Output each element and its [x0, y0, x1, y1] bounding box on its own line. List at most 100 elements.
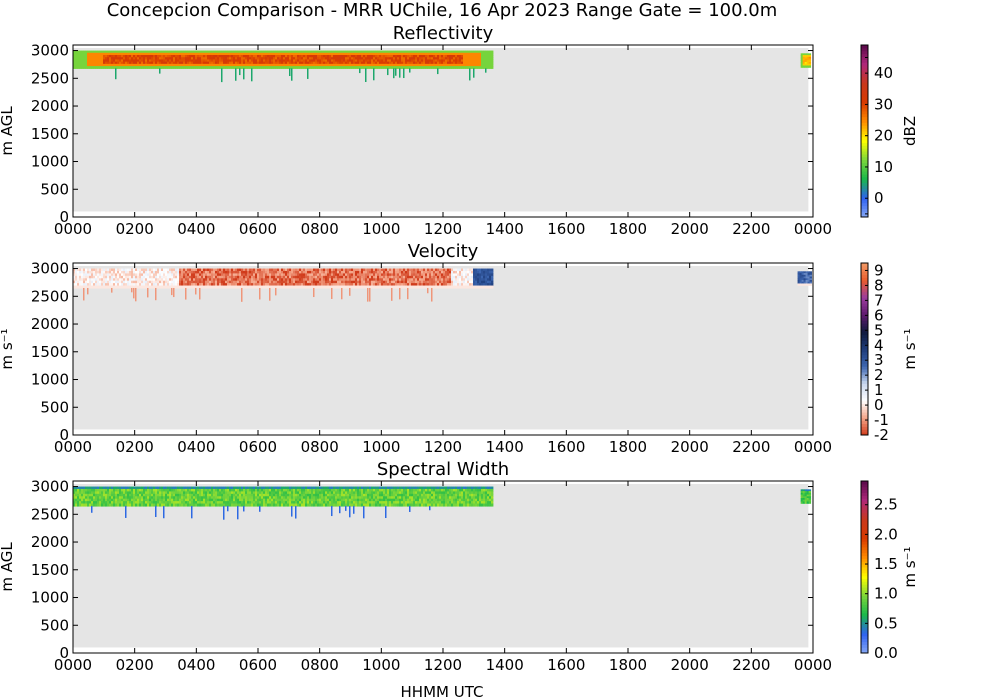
reflectivity-plot-area — [73, 45, 813, 217]
reflectivity-colorbar: 0 10 20 30 40 dBZ — [860, 44, 919, 218]
x-tick-label: 0000 — [54, 656, 92, 674]
y-tick-label: 1000 — [31, 153, 69, 171]
x-tick-label: 1400 — [486, 220, 524, 238]
x-tick-label: 0600 — [239, 438, 277, 456]
x-tick-label: 0800 — [301, 656, 339, 674]
x-tick-label: 1800 — [609, 656, 647, 674]
y-tick-label: 3000 — [31, 260, 69, 278]
velocity-echo-segment — [73, 268, 494, 302]
x-tick-label: 2000 — [671, 220, 709, 238]
reflectivity-echo-segment — [800, 53, 812, 68]
colorbar-tick-label: 40 — [874, 64, 893, 82]
colorbar-tick-label: 5 — [874, 321, 884, 339]
spectral-width-colorbar-label: m s⁻¹ — [901, 546, 919, 587]
y-tick-label: 2500 — [31, 69, 69, 87]
x-tick-label: 1600 — [547, 656, 585, 674]
x-tick-label: 2200 — [732, 656, 770, 674]
x-tick-label: 2000 — [671, 438, 709, 456]
x-tick-label: 1400 — [486, 656, 524, 674]
y-tick-label: 3000 — [31, 478, 69, 496]
x-tick-label: 0400 — [177, 438, 215, 456]
y-tick-label: 500 — [40, 616, 69, 634]
x-axis-label: HHMM UTC — [401, 683, 484, 700]
y-tick-label: 2500 — [31, 505, 69, 523]
x-tick-label: 0000 — [54, 438, 92, 456]
x-tick-label: 1200 — [424, 656, 462, 674]
x-tick-label: 0000 — [794, 656, 832, 674]
x-tick-label: 1600 — [547, 220, 585, 238]
x-tick-label: 0600 — [239, 220, 277, 238]
x-tick-label: 1400 — [486, 438, 524, 456]
x-tick-label: 0200 — [116, 220, 154, 238]
velocity-colorbar-frame — [860, 262, 869, 436]
colorbar-tick-label: 0.0 — [874, 644, 898, 662]
spectral-width-colorbar-frame — [860, 480, 869, 654]
y-tick-label: 2000 — [31, 533, 69, 551]
spectral-width-plot-area — [73, 481, 813, 653]
velocity-panel: Velocity 0000 0200 0400 0600 0800 1000 1200 1400… — [0, 241, 919, 456]
colorbar-tick-label: 1.0 — [874, 585, 898, 603]
velocity-title: Velocity — [408, 241, 479, 262]
spectral-width-y-axis: 0 500 1000 1500 2000 2500 3000 — [31, 478, 813, 662]
spectral-width-panel: Spectral Width 0000 0200 0400 0600 0800 1000 12… — [0, 459, 919, 674]
x-tick-label: 0000 — [54, 220, 92, 238]
y-tick-label: 1000 — [31, 589, 69, 607]
y-tick-label: 3000 — [31, 42, 69, 60]
colorbar-tick-label: 3 — [874, 351, 884, 369]
velocity-y-axis-label: m s⁻¹ — [0, 328, 16, 369]
colorbar-tick-label: 0.5 — [874, 614, 898, 632]
y-tick-label: 0 — [59, 208, 69, 226]
reflectivity-y-axis-label: m AGL — [0, 106, 16, 156]
colorbar-tick-label: 0 — [874, 396, 884, 414]
spectral-width-echo-segment — [73, 486, 494, 520]
x-tick-label: 0400 — [177, 220, 215, 238]
x-tick-label: 0000 — [794, 438, 832, 456]
x-tick-label: 0800 — [301, 438, 339, 456]
x-tick-label: 1200 — [424, 220, 462, 238]
colorbar-tick-label: -2 — [874, 426, 889, 444]
velocity-x-axis: 0000 0200 0400 0600 0800 1000 1200 1400 1600 1800… — [54, 263, 832, 456]
y-tick-label: 500 — [40, 398, 69, 416]
reflectivity-echo-segment — [73, 50, 494, 83]
colorbar-tick-label: 8 — [874, 276, 884, 294]
y-tick-label: 0 — [59, 644, 69, 662]
colorbar-tick-label: 9 — [874, 261, 884, 279]
colorbar-tick-label: 20 — [874, 127, 893, 145]
colorbar-tick-label: 1 — [874, 381, 884, 399]
velocity-no-data-region — [73, 266, 809, 430]
velocity-echo-segment — [797, 271, 812, 286]
x-tick-label: 2200 — [732, 220, 770, 238]
x-tick-label: 0200 — [116, 438, 154, 456]
velocity-y-axis: 0 500 1000 1500 2000 2500 3000 — [31, 260, 813, 444]
y-tick-label: 1500 — [31, 561, 69, 579]
colorbar-tick-label: 1.5 — [874, 555, 898, 573]
x-tick-label: 1800 — [609, 220, 647, 238]
x-tick-label: 1000 — [362, 656, 400, 674]
colorbar-tick-label: 2 — [874, 366, 884, 384]
x-tick-label: 1000 — [362, 220, 400, 238]
x-tick-label: 0200 — [116, 656, 154, 674]
y-tick-label: 2500 — [31, 287, 69, 305]
y-tick-label: 2000 — [31, 97, 69, 115]
x-tick-label: 0800 — [301, 220, 339, 238]
reflectivity-colorbar-frame — [860, 44, 869, 218]
colorbar-tick-label: 30 — [874, 95, 893, 113]
x-tick-label: 2200 — [732, 438, 770, 456]
x-tick-label: 2000 — [671, 656, 709, 674]
velocity-colorbar-label: m s⁻¹ — [901, 328, 919, 369]
figure-title: Concepcion Comparison - MRR UChile, 16 A… — [107, 0, 778, 21]
x-tick-label: 1000 — [362, 438, 400, 456]
colorbar-tick-label: -1 — [874, 411, 889, 429]
y-tick-label: 1500 — [31, 343, 69, 361]
spectral-width-y-axis-label: m AGL — [0, 542, 16, 592]
spectral-width-title: Spectral Width — [377, 459, 509, 480]
colorbar-tick-label: 7 — [874, 291, 884, 309]
x-tick-label: 0600 — [239, 656, 277, 674]
colorbar-tick-label: 6 — [874, 306, 884, 324]
y-tick-label: 2000 — [31, 315, 69, 333]
x-tick-label: 1200 — [424, 438, 462, 456]
spectral-width-no-data-region — [73, 484, 809, 648]
spectral-width-echo-segment — [800, 489, 812, 504]
